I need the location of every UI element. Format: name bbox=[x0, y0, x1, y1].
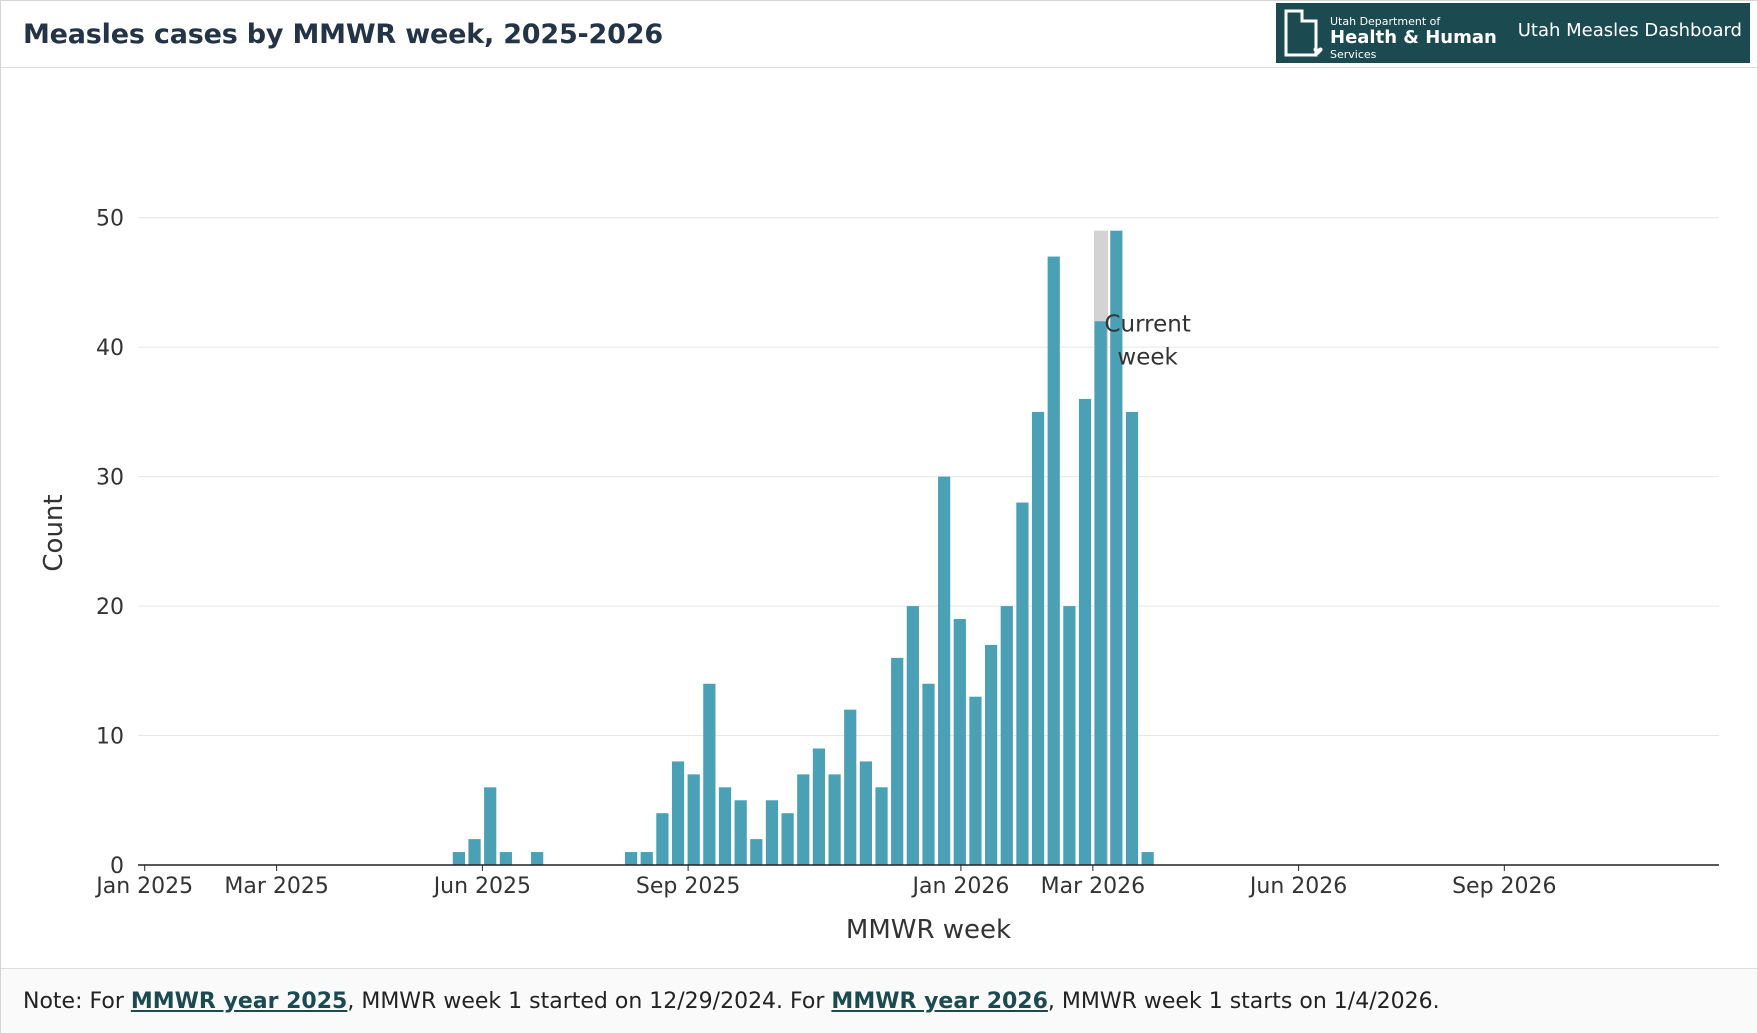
bar bbox=[1110, 230, 1123, 865]
measles-bar-chart: 0 10 20 30 40 50 Current week Jan 2025 Mar 2025 Ju… bbox=[39, 207, 1719, 945]
bar bbox=[624, 852, 638, 865]
y-tick-label: 50 bbox=[96, 207, 124, 232]
dashboard-link[interactable]: Utah Measles Dashboard bbox=[1517, 20, 1742, 41]
x-tick-label: Jun 2026 bbox=[1248, 874, 1347, 899]
bar bbox=[891, 657, 904, 865]
bar bbox=[1031, 411, 1045, 865]
bar bbox=[718, 787, 732, 865]
bar bbox=[875, 787, 888, 865]
y-tick-label: 10 bbox=[96, 725, 124, 750]
note-prefix: Note: For bbox=[23, 989, 131, 1014]
bar bbox=[1063, 606, 1076, 865]
gridlines bbox=[138, 217, 1719, 737]
y-tick-label: 30 bbox=[96, 466, 124, 491]
bar bbox=[1078, 398, 1092, 865]
x-tick-label: Mar 2026 bbox=[1041, 874, 1146, 899]
bar bbox=[640, 852, 653, 865]
bar bbox=[531, 852, 544, 865]
bar bbox=[765, 800, 779, 865]
axes bbox=[138, 864, 1719, 871]
bar bbox=[499, 852, 512, 865]
bar bbox=[828, 774, 841, 865]
bar bbox=[906, 606, 919, 865]
y-axis-title: Count bbox=[39, 494, 69, 571]
chart-footer: Note: For MMWR year 2025, MMWR week 1 st… bbox=[1, 968, 1757, 1033]
axis-labels: 0 10 20 30 40 50 Current week Jan 2025 Mar 2025 Ju… bbox=[39, 207, 1557, 945]
brand-line-3: Services bbox=[1330, 48, 1377, 61]
bar bbox=[734, 800, 747, 865]
x-tick-label: Jun 2025 bbox=[432, 874, 531, 899]
bar bbox=[1141, 852, 1154, 865]
note-middle: , MMWR week 1 started on 12/29/2024. For bbox=[347, 989, 832, 1014]
chart-header: Measles cases by MMWR week, 2025-2026 Ut… bbox=[1, 1, 1757, 68]
bar bbox=[1125, 411, 1139, 865]
brand-line-2: Health & Human bbox=[1330, 27, 1497, 48]
x-tick-label: Jan 2026 bbox=[910, 874, 1009, 899]
bar bbox=[750, 839, 763, 865]
brand-line-1: Utah Department of bbox=[1330, 15, 1441, 28]
bar bbox=[922, 683, 935, 865]
x-tick-label: Mar 2025 bbox=[224, 874, 329, 899]
note-suffix: , MMWR week 1 starts on 1/4/2026. bbox=[1047, 989, 1440, 1014]
mmwr-2026-link[interactable]: MMWR year 2026 bbox=[831, 989, 1048, 1014]
bar bbox=[812, 748, 826, 865]
x-tick-label: Sep 2025 bbox=[636, 874, 740, 899]
bar bbox=[844, 709, 857, 865]
brand-banner: Utah Department of Health & Human Servic… bbox=[1276, 3, 1750, 63]
bar bbox=[938, 476, 951, 865]
mmwr-2025-link[interactable]: MMWR year 2025 bbox=[130, 989, 348, 1014]
x-axis-title: MMWR week bbox=[846, 915, 1011, 945]
bar bbox=[656, 813, 669, 865]
bar bbox=[781, 813, 794, 865]
bar bbox=[797, 774, 810, 865]
bar bbox=[953, 619, 966, 865]
chart-title: Measles cases by MMWR week, 2025-2026 bbox=[23, 19, 663, 50]
bar bbox=[703, 683, 716, 865]
bar bbox=[687, 774, 700, 865]
x-tick-label: Jan 2025 bbox=[94, 874, 193, 899]
bar bbox=[859, 761, 872, 865]
y-tick-label: 20 bbox=[96, 595, 124, 620]
bar bbox=[969, 696, 982, 865]
bar bbox=[468, 839, 481, 865]
bar bbox=[671, 761, 685, 865]
y-tick-label: 40 bbox=[96, 336, 124, 361]
bar bbox=[1016, 502, 1029, 865]
bar bbox=[1000, 606, 1013, 865]
utah-state-logo-icon bbox=[1284, 9, 1323, 57]
bar bbox=[452, 852, 466, 865]
bar bbox=[1047, 256, 1060, 866]
bar bbox=[484, 787, 497, 865]
footer-note: Note: For MMWR year 2025, MMWR week 1 st… bbox=[23, 989, 1440, 1014]
bars bbox=[452, 230, 1154, 866]
current-week-annotation: Current bbox=[1104, 312, 1190, 338]
bar bbox=[985, 644, 998, 865]
current-week-annotation: week bbox=[1117, 345, 1178, 371]
y-tick-label: 0 bbox=[110, 854, 124, 879]
bar bbox=[1094, 321, 1107, 865]
x-tick-label: Sep 2026 bbox=[1452, 874, 1556, 899]
